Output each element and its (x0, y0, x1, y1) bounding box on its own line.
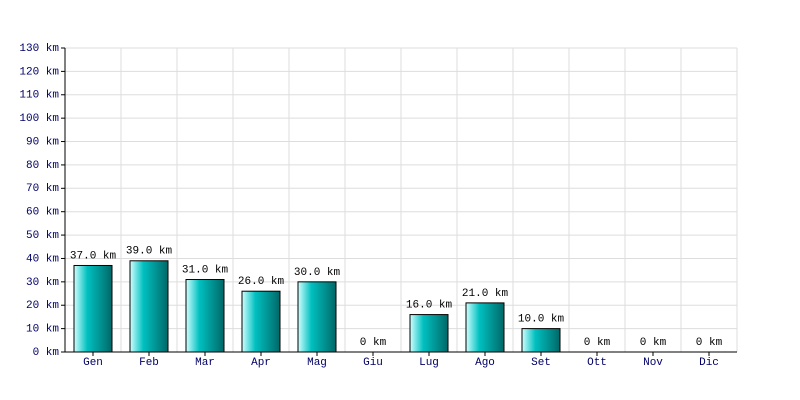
value-label: 21.0 km (462, 288, 509, 300)
y-tick-label: 20 km (26, 300, 59, 312)
bar (185, 279, 225, 353)
x-tick-label: Lug (419, 357, 439, 369)
value-label: 0 km (584, 337, 611, 349)
bar (129, 260, 169, 353)
y-tick-label: 80 km (26, 160, 59, 172)
y-tick-label: 10 km (26, 324, 59, 336)
bar (465, 302, 505, 353)
y-tick-label: 30 km (26, 277, 59, 289)
value-label: 26.0 km (238, 276, 285, 288)
x-tick-label: Mar (195, 357, 215, 369)
x-tick-label: Set (531, 357, 551, 369)
x-tick-label: Nov (643, 357, 663, 369)
y-tick-label: 130 km (19, 43, 59, 55)
x-tick-label: Mag (307, 357, 327, 369)
bar (409, 314, 449, 353)
bar (73, 264, 113, 353)
value-label: 0 km (640, 337, 667, 349)
value-label: 10.0 km (518, 314, 565, 326)
value-label: 39.0 km (126, 246, 173, 258)
value-label: 37.0 km (70, 250, 117, 262)
y-tick-label: 0 km (33, 347, 60, 359)
value-label: 16.0 km (406, 299, 453, 311)
y-tick-label: 100 km (19, 113, 59, 125)
x-tick-label: Ago (475, 357, 495, 369)
x-tick-label: Giu (363, 357, 383, 369)
x-tick-label: Ott (587, 357, 607, 369)
bar (521, 328, 561, 353)
x-tick-label: Apr (251, 357, 271, 369)
y-tick-label: 70 km (26, 183, 59, 195)
y-tick-label: 110 km (19, 90, 59, 102)
bar (241, 290, 281, 353)
y-tick-label: 120 km (19, 66, 59, 78)
y-tick-label: 60 km (26, 207, 59, 219)
y-tick-label: 40 km (26, 253, 59, 265)
x-tick-label: Dic (699, 357, 719, 369)
value-label: 0 km (360, 337, 387, 349)
y-tick-label: 90 km (26, 136, 59, 148)
x-tick-label: Gen (83, 357, 103, 369)
value-label: 30.0 km (294, 267, 341, 279)
y-tick-label: 50 km (26, 230, 59, 242)
value-label: 0 km (696, 337, 723, 349)
x-tick-label: Feb (139, 357, 159, 369)
bar (297, 281, 337, 353)
value-label: 31.0 km (182, 264, 229, 276)
